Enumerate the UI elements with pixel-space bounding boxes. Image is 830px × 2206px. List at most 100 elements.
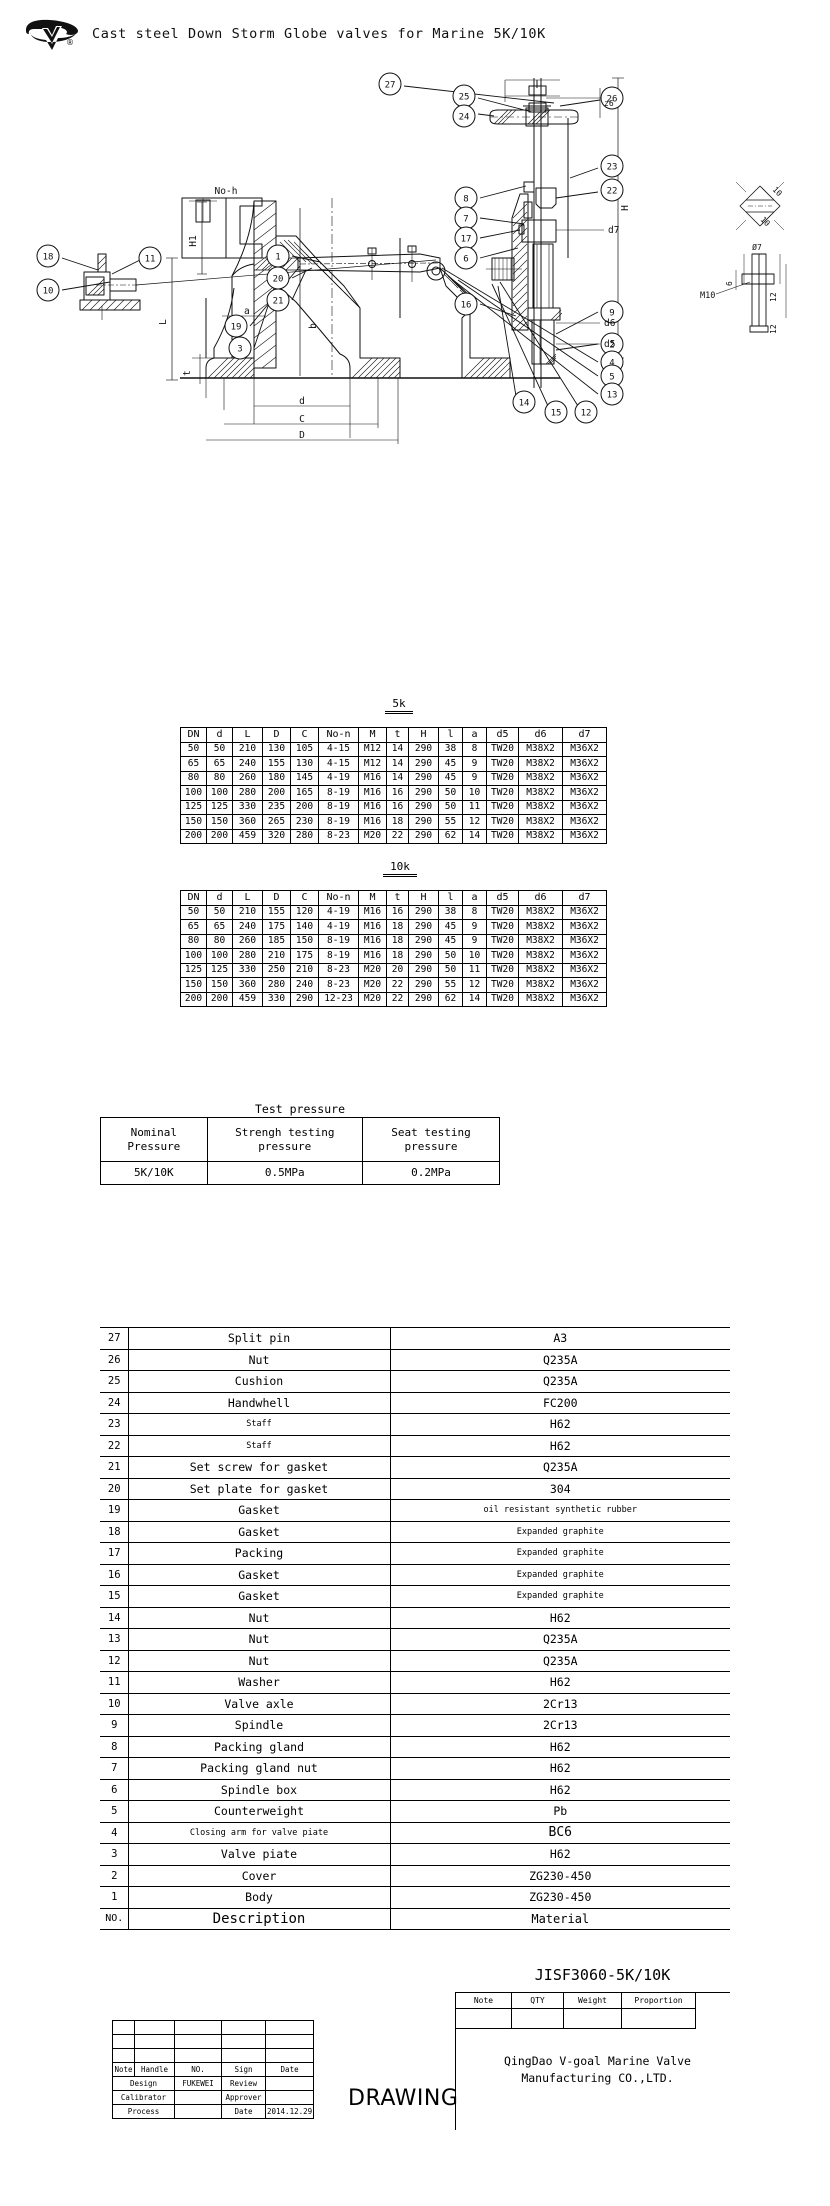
cell-h: 290: [408, 948, 439, 964]
svg-text:12: 12: [769, 324, 778, 334]
svg-text:D: D: [299, 430, 305, 441]
cell-l: 45: [438, 770, 463, 786]
cell-c: 120: [290, 904, 319, 920]
cell-d: 265: [262, 814, 291, 830]
title-block: Note Handle NO. Sign Date Design FUKEWEI…: [100, 1966, 730, 2168]
bom-no: 15: [100, 1585, 129, 1608]
bom-no: 3: [100, 1843, 129, 1866]
cell-dn: 200: [180, 991, 207, 1007]
cell-l: 50: [438, 962, 463, 978]
svg-text:22: 22: [607, 187, 618, 197]
cell-m: M20: [358, 991, 387, 1007]
cell-dn: 80: [180, 933, 207, 949]
svg-text:10: 10: [759, 215, 772, 228]
cell-d: 185: [262, 933, 291, 949]
bom-no: 4: [100, 1821, 129, 1844]
cell-d: 155: [262, 756, 291, 772]
table-row: 125 125 330 250 210 8-23 M20 20 290 50 11 TW20 M38X2…: [180, 962, 607, 978]
bom-no: 26: [100, 1348, 129, 1371]
cell-c: 230: [290, 814, 319, 830]
cell-d: 250: [262, 962, 291, 978]
cell-c: 145: [290, 770, 319, 786]
th-d: D: [262, 727, 291, 743]
th-t: t: [386, 890, 409, 906]
bom-material: Expanded graphite: [390, 1520, 730, 1543]
bom-material: A3: [390, 1327, 730, 1350]
bom-description: Staff: [128, 1413, 391, 1436]
cell-t: 18: [386, 919, 409, 935]
bom-material: H62: [390, 1843, 730, 1866]
th-d: D: [262, 890, 291, 906]
bom-description: Closing arm for valve piate: [128, 1821, 391, 1844]
th-d7: d7: [562, 727, 607, 743]
cell-d7: M36X2: [562, 799, 607, 815]
svg-text:4: 4: [609, 359, 614, 369]
bom-no: 5: [100, 1800, 129, 1823]
cell-l: 280: [232, 785, 263, 801]
bom-description: Staff: [128, 1434, 391, 1457]
cell-h: 290: [408, 977, 439, 993]
cell-a: 12: [462, 977, 487, 993]
cell-m: M16: [358, 814, 387, 830]
cell-d5: TW20: [486, 814, 519, 830]
cell-t: 22: [386, 991, 409, 1007]
cell-no-n: 8-19: [318, 785, 359, 801]
bom-no: 18: [100, 1520, 129, 1543]
th-dn: DN: [180, 890, 207, 906]
cell-d6: M38X2: [518, 933, 563, 949]
cell-c: 200: [290, 799, 319, 815]
cell-d6: M38X2: [518, 785, 563, 801]
bom-no: 19: [100, 1499, 129, 1522]
svg-text:z6: z6: [604, 99, 614, 108]
sheet-header: ® Cast steel Down Storm Globe valves for…: [0, 0, 830, 62]
cell-l: 360: [232, 814, 263, 830]
cell-d: 80: [206, 770, 233, 786]
table-row: 80 80 260 180 145 4-19 M16 14 290 45 9 TW20 M38X2 M36…: [180, 770, 607, 786]
table-row: 65 65 240 155 130 4-15 M12 14 290 45 9 TW20 M38X2 M36…: [180, 756, 607, 772]
bom-row: 15 Gasket Expanded graphite: [100, 1585, 730, 1608]
cell-a: 9: [462, 933, 487, 949]
cell-h: 290: [408, 799, 439, 815]
bom-no: 6: [100, 1778, 129, 1801]
revision-header-row: Note Handle NO. Sign Date: [112, 2062, 315, 2077]
bom-row: 3 Valve piate H62: [100, 1843, 730, 1866]
cell-d: 100: [206, 785, 233, 801]
bom-description: Valve axle: [128, 1692, 391, 1715]
svg-text:19: 19: [231, 323, 242, 333]
cell-d: 50: [206, 741, 233, 757]
bom-description: Gasket: [128, 1520, 391, 1543]
th-d: d: [206, 727, 233, 743]
cell-t: 16: [386, 799, 409, 815]
th-d6: d6: [518, 890, 563, 906]
cell-l: 210: [232, 741, 263, 757]
bom-no: 27: [100, 1327, 129, 1350]
cell-m: M16: [358, 770, 387, 786]
bom-row: 1 Body ZG230-450: [100, 1886, 730, 1909]
v-goal-logo-icon: [22, 18, 82, 52]
th-t: t: [386, 727, 409, 743]
cell-dn: 50: [180, 741, 207, 757]
bom-no: 20: [100, 1477, 129, 1500]
label-calibrator: Calibrator: [112, 2090, 175, 2105]
cell-l: 50: [438, 799, 463, 815]
revision-and-signature-table: Note Handle NO. Sign Date Design FUKEWEI…: [112, 2020, 315, 2119]
cell-d7: M36X2: [562, 948, 607, 964]
bom-description: Counterweight: [128, 1800, 391, 1823]
th-d7: d7: [562, 890, 607, 906]
svg-text:15: 15: [551, 409, 562, 419]
cell-d: 130: [262, 741, 291, 757]
company-line-1: QingDao V-goal Marine Valve: [504, 2054, 691, 2068]
th-l: L: [232, 890, 263, 906]
cell-l: 240: [232, 756, 263, 772]
cell-t: 22: [386, 977, 409, 993]
cell-no-n: 8-19: [318, 799, 359, 815]
cell-t: 16: [386, 785, 409, 801]
value-review: [264, 2076, 315, 2091]
cell-l: 62: [438, 991, 463, 1007]
cell-a: 9: [462, 919, 487, 935]
cell-c: 280: [290, 828, 319, 844]
bom-no: 7: [100, 1757, 129, 1780]
dim-table-title-10k: 10k: [383, 861, 417, 877]
th-sign: Sign: [221, 2062, 266, 2077]
